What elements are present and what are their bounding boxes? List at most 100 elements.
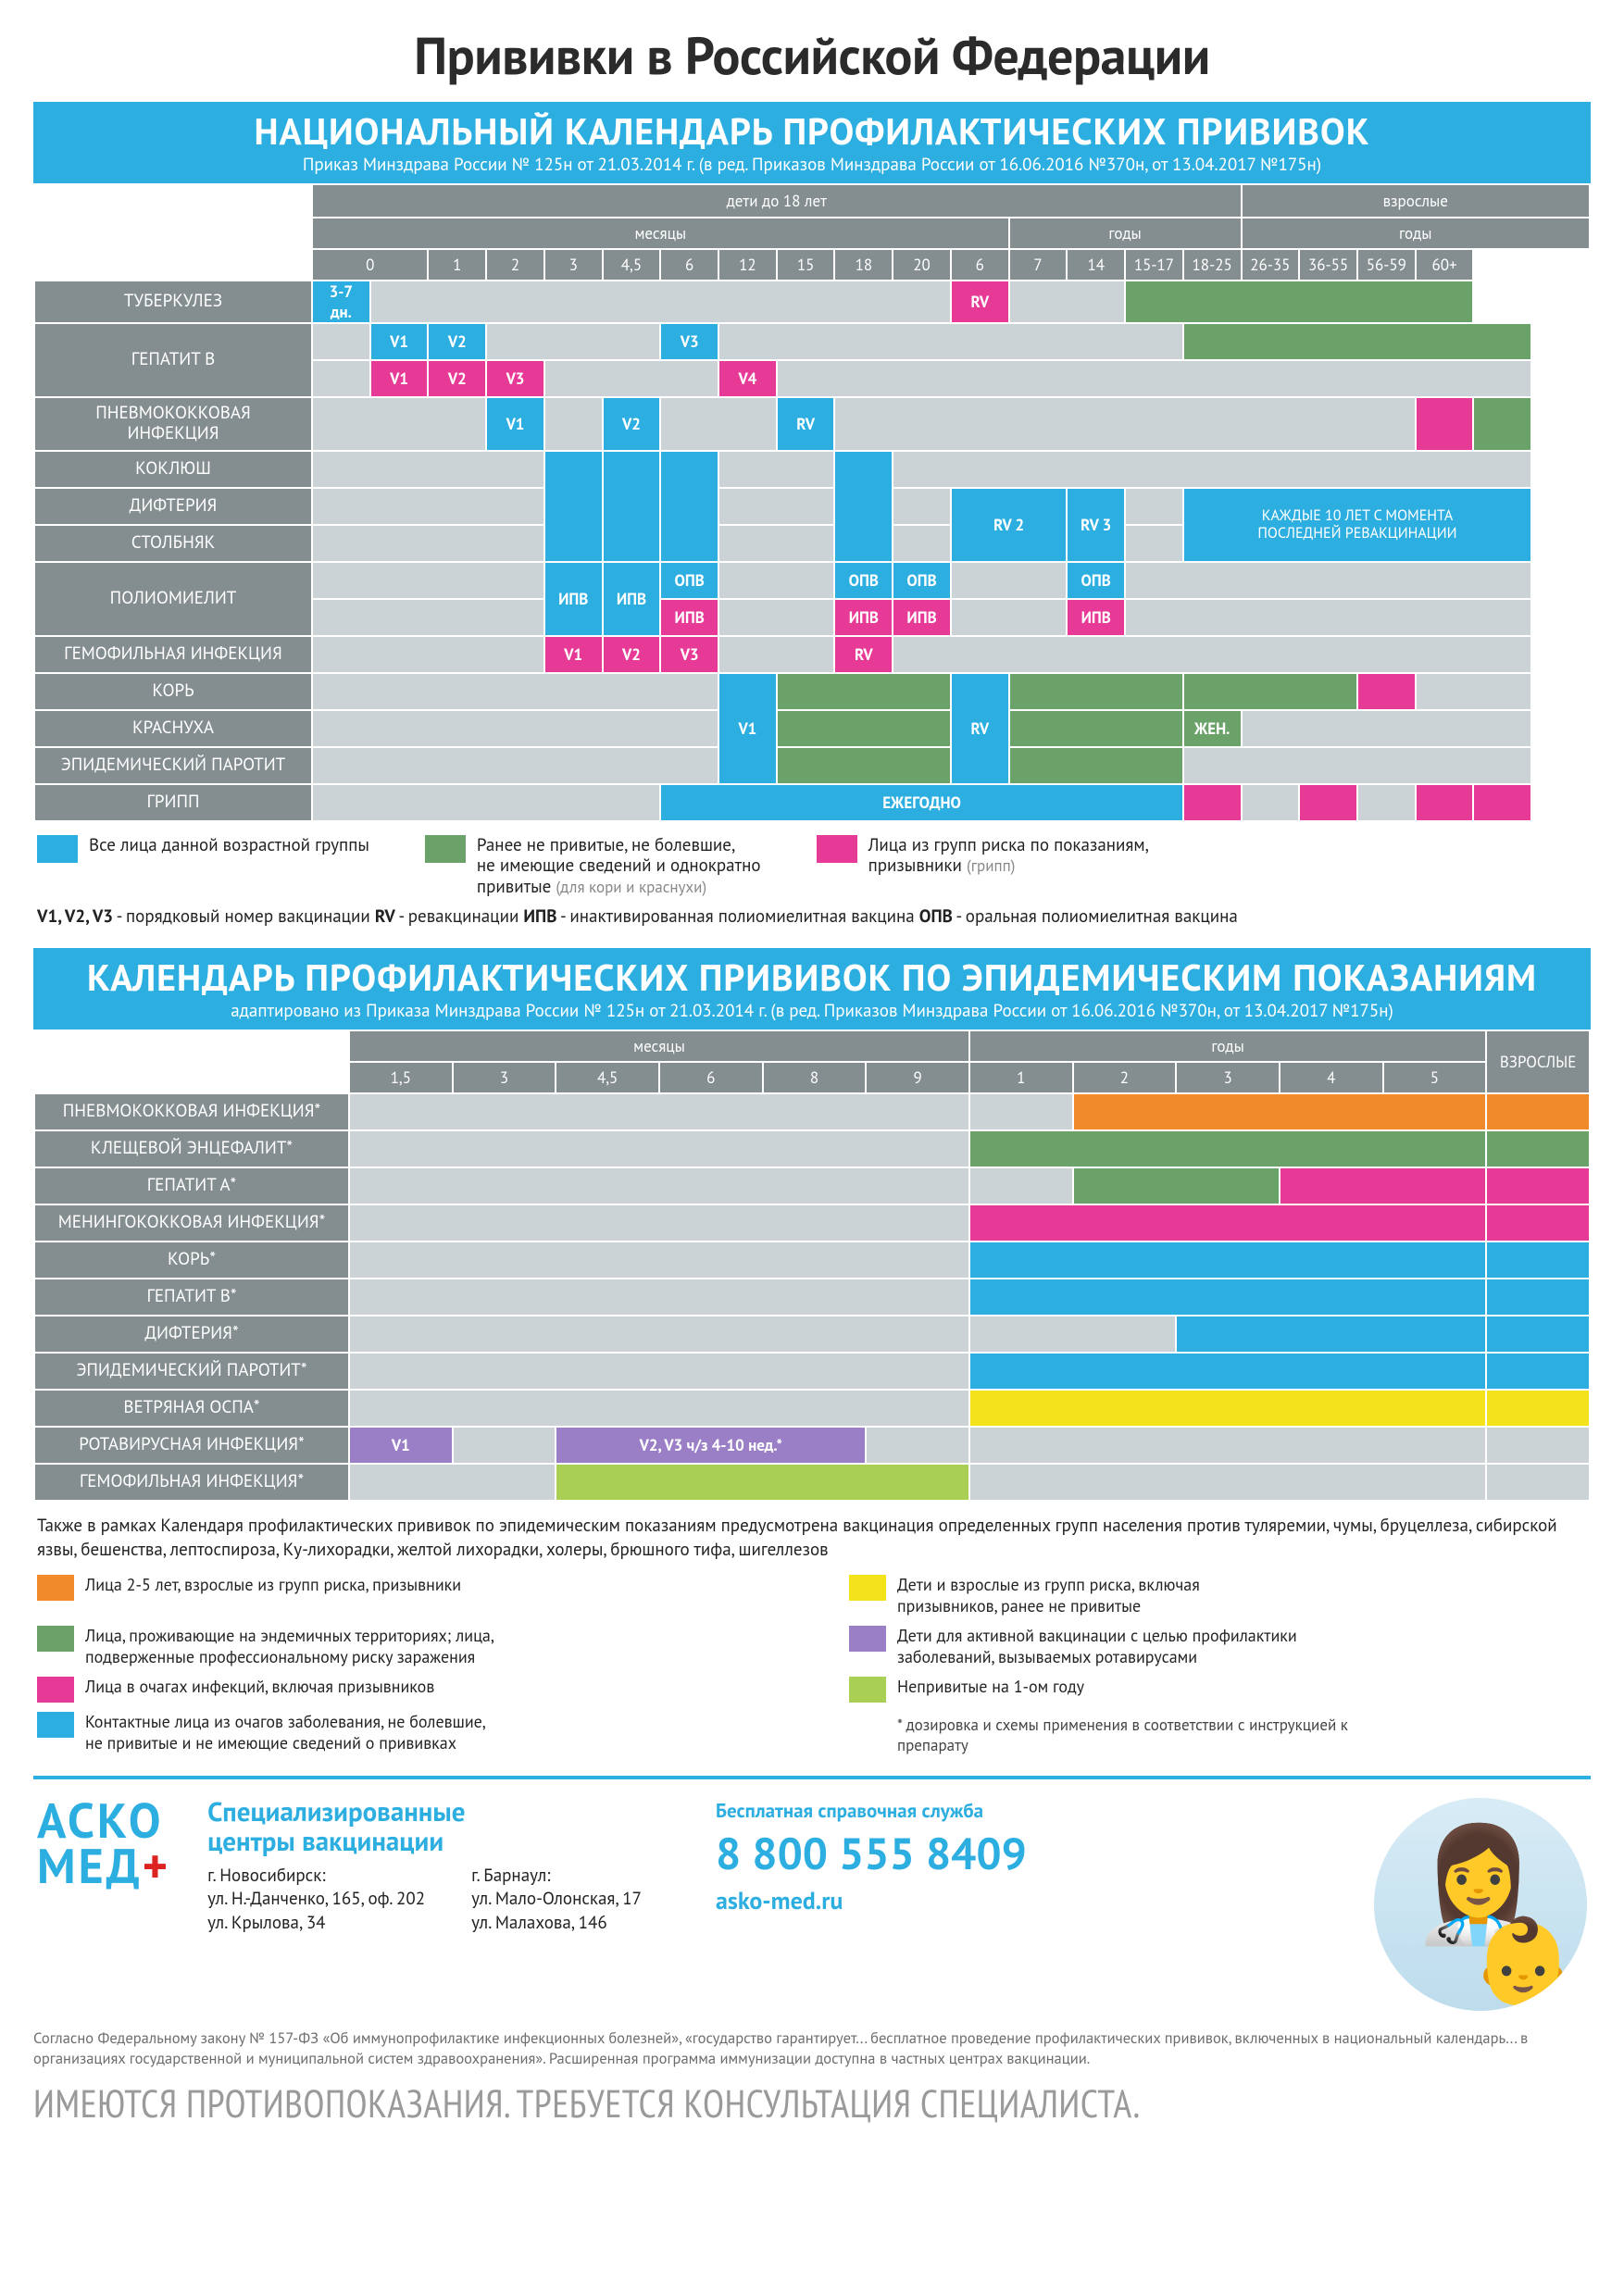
col-header: 3 bbox=[1176, 1062, 1280, 1093]
schedule-cell bbox=[1183, 747, 1531, 784]
schedule-cell bbox=[349, 1464, 556, 1501]
legend-item: Лица, проживающие на эндемичных территор… bbox=[37, 1626, 775, 1667]
legend-swatch bbox=[849, 1677, 886, 1703]
schedule-cell bbox=[969, 1353, 1486, 1390]
epidemic-calendar-table: месяцыгодыВЗРОСЛЫЕ1,534,568912345ПНЕВМОК… bbox=[33, 1029, 1591, 1502]
legend-item: * дозировка и схемы применения в соответ… bbox=[849, 1712, 1587, 1755]
col-header: 6 bbox=[660, 249, 718, 281]
schedule-cell: V1 bbox=[370, 360, 429, 397]
logo: АСКО МЕД+ bbox=[37, 1798, 170, 1890]
schedule-cell bbox=[777, 360, 1531, 397]
schedule-cell bbox=[969, 1204, 1486, 1242]
legend-text: Лица из групп риска по показаниям,призыв… bbox=[868, 835, 1149, 898]
city2: г. Барнаул: bbox=[471, 1865, 642, 1889]
legend-text: Все лица данной возрастной группы bbox=[89, 835, 369, 898]
schedule-cell: V1 bbox=[349, 1427, 453, 1464]
schedule-cell bbox=[969, 1316, 1176, 1353]
col-header: 14 bbox=[1067, 249, 1125, 281]
schedule-cell bbox=[660, 397, 776, 451]
col-header: 2 bbox=[1073, 1062, 1177, 1093]
table1-banner: НАЦИОНАЛЬНЫЙ КАЛЕНДАРЬ ПРОФИЛАКТИЧЕСКИХ … bbox=[33, 102, 1591, 183]
col-super-header: дети до 18 лет bbox=[312, 184, 1242, 218]
legend-text: Лица 2-5 лет, взрослые из групп риска, п… bbox=[85, 1575, 461, 1596]
schedule-cell: ОПВ bbox=[1067, 562, 1125, 599]
row-header: ТУБЕРКУЛЕЗ bbox=[34, 281, 312, 323]
centers-column: Специализированные центры вакцинации г. … bbox=[207, 1798, 642, 1936]
legend-text: Дети для активной вакцинации с целью про… bbox=[897, 1626, 1297, 1667]
schedule-cell bbox=[1073, 1167, 1280, 1204]
schedule-cell bbox=[969, 1427, 1486, 1464]
schedule-cell bbox=[312, 525, 544, 562]
schedule-cell bbox=[1073, 1093, 1487, 1130]
schedule-cell bbox=[349, 1279, 969, 1316]
schedule-cell bbox=[453, 1427, 556, 1464]
schedule-cell bbox=[603, 451, 661, 562]
col-super-header: взрослые bbox=[1242, 184, 1591, 218]
schedule-cell: RV bbox=[834, 636, 893, 673]
schedule-cell bbox=[866, 1427, 969, 1464]
col-header: 15-17 bbox=[1125, 249, 1183, 281]
row-header: РОТАВИРУСНАЯ ИНФЕКЦИЯ* bbox=[34, 1427, 349, 1464]
schedule-cell: V3 bbox=[486, 360, 544, 397]
row-header: КЛЕЩЕВОЙ ЭНЦЕФАЛИТ* bbox=[34, 1130, 349, 1167]
schedule-cell: ИПВ bbox=[1067, 599, 1125, 636]
site-url: asko-med.ru bbox=[716, 1886, 1027, 1916]
schedule-cell bbox=[370, 281, 951, 323]
col-sub-header: годы bbox=[1242, 218, 1591, 249]
addr1: ул. Н.-Данченко, 165, оф. 202 ул. Крылов… bbox=[207, 1888, 425, 1935]
logo-plus: + bbox=[143, 1835, 170, 1897]
col-header: 0 bbox=[312, 249, 428, 281]
schedule-cell bbox=[1183, 673, 1357, 710]
row-header: КРАСНУХА bbox=[34, 710, 312, 747]
schedule-cell bbox=[312, 360, 370, 397]
hotline-column: Бесплатная справочная служба 8 800 555 8… bbox=[716, 1798, 1027, 1916]
legend-text: Контактные лица из очагов заболевания, н… bbox=[85, 1712, 486, 1753]
legend-swatch bbox=[37, 835, 78, 863]
schedule-cell bbox=[777, 673, 951, 710]
legend-text: Лица, проживающие на эндемичных территор… bbox=[85, 1626, 494, 1667]
national-calendar-table: дети до 18 летвзрослыемесяцыгодыгоды0123… bbox=[33, 183, 1591, 822]
schedule-cell bbox=[349, 1130, 969, 1167]
schedule-cell: ИПВ bbox=[603, 562, 661, 636]
schedule-cell bbox=[1486, 1093, 1590, 1130]
col-header: 26-35 bbox=[1242, 249, 1300, 281]
schedule-cell bbox=[312, 784, 660, 821]
row-header: ГЕМОФИЛЬНАЯ ИНФЕКЦИЯ* bbox=[34, 1464, 349, 1501]
schedule-cell bbox=[718, 599, 834, 636]
row-header: ДИФТЕРИЯ bbox=[34, 488, 312, 525]
row-header: ПНЕВМОКОККОВАЯ ИНФЕКЦИЯ* bbox=[34, 1093, 349, 1130]
addr2: ул. Мало-Олонская, 17 ул. Малахова, 146 bbox=[471, 1888, 642, 1935]
schedule-cell bbox=[1486, 1167, 1590, 1204]
col-header: 4 bbox=[1280, 1062, 1383, 1093]
schedule-cell bbox=[1486, 1130, 1590, 1167]
schedule-cell bbox=[1416, 673, 1531, 710]
schedule-cell bbox=[718, 488, 834, 525]
schedule-cell: ИПВ bbox=[660, 599, 718, 636]
legend-swatch bbox=[817, 835, 857, 863]
schedule-cell bbox=[893, 525, 951, 562]
schedule-cell bbox=[349, 1093, 969, 1130]
schedule-cell bbox=[1486, 1427, 1590, 1464]
mascot-illustration bbox=[1374, 1798, 1587, 2011]
schedule-cell bbox=[1125, 599, 1531, 636]
row-header: ГЕМОФИЛЬНАЯ ИНФЕКЦИЯ bbox=[34, 636, 312, 673]
row-header: СТОЛБНЯК bbox=[34, 525, 312, 562]
legend-swatch bbox=[425, 835, 466, 863]
legend-swatch bbox=[849, 1626, 886, 1652]
legend-item: Все лица данной возрастной группы bbox=[37, 835, 369, 898]
schedule-cell bbox=[1242, 710, 1532, 747]
schedule-cell bbox=[1486, 1316, 1590, 1353]
schedule-cell bbox=[1009, 281, 1125, 323]
schedule-cell bbox=[1009, 673, 1183, 710]
schedule-cell bbox=[1473, 397, 1531, 451]
schedule-cell bbox=[312, 562, 544, 599]
row-header: ДИФТЕРИЯ* bbox=[34, 1316, 349, 1353]
table1-abbr: V1, V2, V3 - порядковый номер вакцинации… bbox=[37, 905, 1587, 928]
schedule-cell bbox=[893, 488, 951, 525]
table1-banner-sub: Приказ Минздрава России № 125н от 21.03.… bbox=[48, 154, 1576, 176]
col-header: 2 bbox=[486, 249, 544, 281]
schedule-cell: V2, V3 ч/з 4-10 нед.* bbox=[556, 1427, 866, 1464]
schedule-cell bbox=[1486, 1464, 1590, 1501]
schedule-cell bbox=[544, 397, 603, 451]
schedule-cell: V1 bbox=[544, 636, 603, 673]
